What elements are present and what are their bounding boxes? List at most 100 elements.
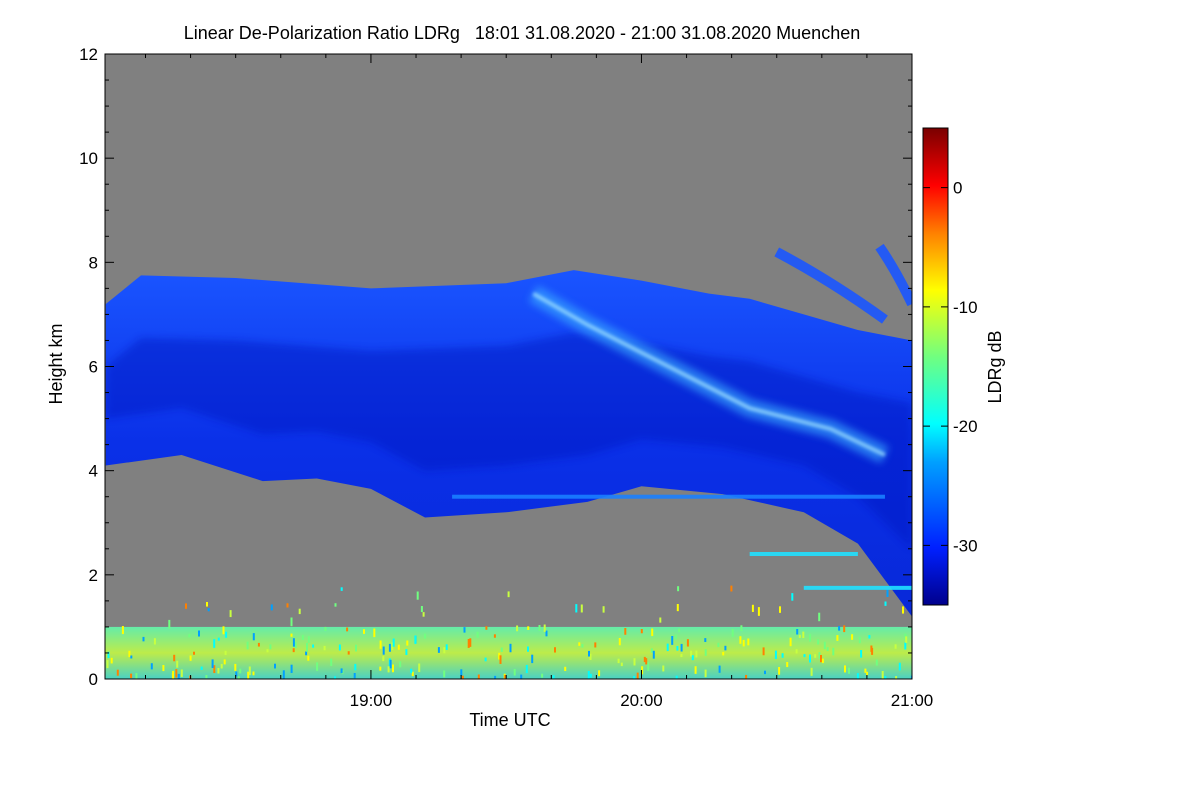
noise-pixel <box>150 663 153 670</box>
noise-pixel <box>461 675 464 679</box>
noise-pixel <box>904 642 907 650</box>
y-axis-label: Height km <box>46 323 66 404</box>
noise-pixel <box>817 639 820 645</box>
x-tick-label: 19:00 <box>350 691 393 710</box>
y-tick-label: 0 <box>89 670 98 689</box>
noise-pixel <box>778 667 781 675</box>
noise-pixel <box>617 658 620 664</box>
noise-pixel <box>406 640 409 646</box>
noise-pixel <box>389 659 392 669</box>
noise-pixel <box>864 668 867 673</box>
noise-pixel <box>247 671 250 679</box>
noise-pixel <box>237 676 240 679</box>
noise-pixel <box>334 676 336 679</box>
noise-pixel <box>294 641 297 649</box>
noise-pixel <box>795 649 798 654</box>
noise-pixel <box>774 650 777 659</box>
noise-pixel <box>460 669 463 676</box>
noise-pixel <box>722 651 725 656</box>
noise-pixel <box>392 638 395 647</box>
noise-pixel <box>581 644 584 648</box>
noise-pixel <box>382 656 385 662</box>
fallstreak-1 <box>774 247 888 324</box>
colorbar-label: LDRg dB <box>985 330 1005 403</box>
noise-pixel <box>641 666 644 675</box>
noise-pixel <box>217 668 220 674</box>
noise-pixel <box>340 668 343 674</box>
noise-pixel <box>826 647 829 652</box>
noise-pixel <box>742 639 745 647</box>
noise-pixel <box>516 625 519 632</box>
noise-pixel <box>898 662 901 671</box>
noise-pixel <box>745 674 748 679</box>
noise-pixel <box>731 629 734 637</box>
noise-pixel <box>680 643 683 652</box>
noise-pixel <box>803 654 806 658</box>
thin-layer-3 <box>452 494 885 499</box>
noise-pixel <box>484 657 487 662</box>
noise-pixel <box>405 649 408 656</box>
noise-pixel <box>844 665 846 673</box>
noise-pixel <box>757 607 760 616</box>
noise-pixel <box>266 649 269 653</box>
noise-pixel <box>724 645 727 651</box>
noise-pixel <box>691 655 694 661</box>
noise-pixel <box>411 671 414 677</box>
noise-pixel <box>116 669 119 676</box>
noise-pixel <box>307 636 310 643</box>
noise-pixel <box>520 674 523 679</box>
noise-pixel <box>493 634 496 638</box>
x-axis-label: Time UTC <box>469 710 550 730</box>
noise-pixel <box>324 626 327 631</box>
noise-pixel <box>564 666 567 672</box>
noise-pixel <box>821 658 824 664</box>
noise-pixel <box>905 636 908 643</box>
noise-pixel <box>739 636 742 644</box>
y-tick-label: 6 <box>89 358 98 377</box>
chart-title: Linear De-Polarization Ratio LDRg 18:01 … <box>184 23 860 43</box>
noise-pixel <box>541 673 544 678</box>
noise-pixel <box>796 629 799 635</box>
noise-pixel <box>162 665 165 672</box>
noise-pixel <box>618 638 621 646</box>
noise-pixel <box>399 661 402 668</box>
noise-pixel <box>373 628 376 638</box>
noise-pixel <box>589 653 592 660</box>
y-tick-label: 8 <box>89 253 98 272</box>
noise-pixel <box>674 634 677 640</box>
colorbar-tick-label: 0 <box>953 179 962 198</box>
noise-pixel <box>499 655 502 664</box>
noise-pixel <box>305 651 308 656</box>
noise-pixel <box>445 644 448 650</box>
noise-pixel <box>306 642 308 652</box>
noise-pixel <box>678 628 681 633</box>
x-tick-label: 21:00 <box>891 691 934 710</box>
noise-pixel <box>823 641 826 650</box>
noise-pixel <box>620 662 623 667</box>
noise-pixel <box>589 673 592 678</box>
noise-pixel <box>686 639 689 647</box>
noise-pixel <box>185 603 187 609</box>
noise-pixel <box>779 606 781 613</box>
noise-pixel <box>130 655 133 659</box>
noise-pixel <box>902 606 904 614</box>
noise-pixel <box>388 643 391 652</box>
noise-pixel <box>282 670 285 679</box>
thin-layer-2 <box>749 552 858 556</box>
noise-pixel <box>675 675 678 679</box>
noise-pixel <box>786 662 789 668</box>
noise-pixel <box>602 606 605 613</box>
noise-pixel <box>298 608 301 615</box>
noise-pixel <box>410 668 413 674</box>
y-tick-label: 2 <box>89 566 98 585</box>
noise-pixel <box>246 641 249 650</box>
noise-pixel <box>647 661 650 671</box>
noise-pixel <box>354 663 357 671</box>
noise-pixel <box>107 651 110 659</box>
noise-pixel <box>222 626 225 635</box>
noise-pixel <box>910 675 912 679</box>
noise-pixel <box>662 665 665 672</box>
noise-pixel <box>798 634 801 638</box>
noise-pixel <box>142 636 145 642</box>
noise-pixel <box>292 638 295 647</box>
